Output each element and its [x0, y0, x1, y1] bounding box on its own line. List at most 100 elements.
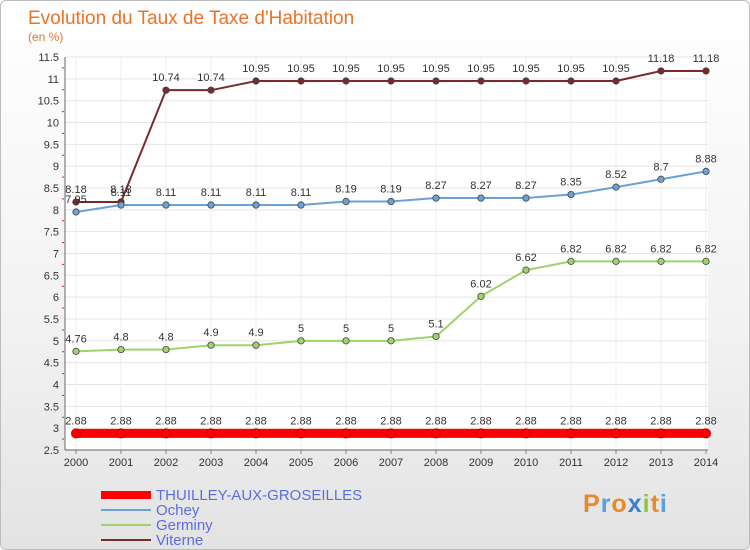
x-tick-label: 2011 — [559, 457, 583, 469]
data-label: 6.82 — [605, 243, 626, 255]
data-point — [522, 194, 530, 202]
data-point — [341, 428, 351, 439]
data-point — [656, 428, 666, 439]
data-point — [612, 183, 620, 191]
data-point — [207, 201, 215, 209]
data-point — [521, 428, 531, 439]
logo-letter: r — [600, 490, 612, 518]
y-tick-label: 3.5 — [44, 401, 59, 413]
y-tick-label: 8.5 — [44, 183, 59, 195]
data-label: 8.27 — [425, 180, 446, 192]
data-point — [342, 77, 350, 85]
data-point — [387, 197, 395, 206]
data-point — [161, 428, 171, 439]
data-point — [117, 345, 125, 354]
data-point — [567, 190, 575, 199]
data-label: 8.18 — [65, 184, 86, 196]
data-point — [612, 257, 620, 265]
data-label: 2.88 — [470, 415, 491, 427]
data-label: 8.7 — [653, 161, 668, 173]
data-point — [386, 428, 396, 439]
data-point — [252, 201, 260, 209]
data-point — [297, 201, 305, 209]
data-point — [702, 67, 710, 75]
x-tick-label: 2012 — [604, 457, 628, 469]
x-tick-label: 2003 — [199, 457, 223, 469]
data-label: 10.95 — [332, 63, 360, 75]
data-label: 2.88 — [380, 415, 401, 427]
x-tick-label: 2014 — [694, 457, 718, 469]
data-point — [162, 86, 170, 94]
data-point — [657, 175, 665, 183]
data-label: 10.95 — [242, 63, 270, 75]
page-title: Evolution du Taux de Taxe d'Habitation — [28, 8, 355, 29]
y-tick-label: 4 — [53, 380, 59, 392]
legend-label-2: Germiny — [156, 517, 213, 534]
data-label: 2.88 — [65, 415, 86, 427]
data-label: 8.11 — [156, 187, 177, 199]
x-tick-label: 2000 — [64, 457, 88, 469]
y-tick-label: 10 — [47, 118, 59, 130]
data-point — [297, 337, 305, 345]
data-label: 6.82 — [650, 243, 671, 255]
data-label: 5 — [343, 323, 349, 335]
data-point — [477, 194, 485, 202]
data-label: 10.95 — [287, 63, 315, 75]
data-label: 2.88 — [155, 415, 176, 427]
logo-letter: P — [583, 490, 601, 518]
data-point — [72, 198, 80, 206]
y-tick-label: 11 — [48, 74, 59, 86]
data-label: 2.88 — [335, 415, 356, 427]
data-point — [567, 257, 575, 265]
logo-letter: i — [659, 490, 668, 518]
data-point — [206, 428, 216, 439]
data-point — [477, 77, 485, 85]
data-label: 5 — [298, 323, 304, 335]
legend-label-1: Ochey — [156, 502, 200, 519]
data-label: 11.18 — [648, 53, 675, 65]
x-tick-label: 2009 — [469, 457, 493, 469]
y-tick-label: 5 — [53, 336, 59, 348]
x-tick-label: 2006 — [334, 457, 358, 469]
data-label: 2.88 — [560, 415, 581, 427]
data-label: 8.27 — [470, 180, 491, 192]
data-point — [387, 77, 395, 85]
y-tick-label: 8 — [53, 205, 59, 217]
data-point — [297, 77, 305, 85]
data-label: 10.95 — [467, 63, 495, 75]
data-label: 8.35 — [560, 177, 581, 189]
data-label: 8.11 — [246, 187, 267, 199]
data-point — [567, 77, 575, 85]
page-subtitle: (en %) — [28, 30, 64, 44]
data-label: 10.95 — [602, 63, 630, 75]
data-label: 2.88 — [650, 415, 671, 427]
y-tick-label: 10.5 — [38, 96, 59, 108]
logo-letter: x — [627, 490, 643, 518]
data-label: 7.95 — [65, 194, 86, 206]
data-point — [432, 332, 440, 341]
data-label: 4.8 — [158, 332, 173, 344]
data-point — [611, 428, 621, 439]
y-tick-label: 2.5 — [44, 445, 59, 457]
x-tick-label: 2007 — [379, 457, 403, 469]
data-point — [162, 345, 170, 354]
y-tick-label: 7.5 — [44, 227, 59, 239]
data-label: 8.19 — [335, 184, 356, 196]
x-tick-label: 2010 — [514, 457, 538, 469]
data-label: 2.88 — [290, 415, 311, 427]
logo-letter: o — [611, 490, 628, 518]
data-label: 8.88 — [695, 153, 716, 165]
data-label: 6.02 — [470, 278, 491, 290]
data-point — [431, 428, 441, 439]
x-tick-label: 2005 — [289, 457, 313, 469]
data-point — [252, 341, 260, 349]
data-point — [117, 201, 125, 209]
data-label: 6.82 — [560, 243, 581, 255]
data-label: 2.88 — [245, 415, 266, 427]
data-label: 10.74 — [197, 72, 225, 84]
y-tick-label: 3 — [53, 423, 59, 435]
y-tick-label: 5.5 — [44, 314, 59, 326]
data-point — [207, 86, 215, 94]
data-label: 4.9 — [248, 327, 263, 339]
